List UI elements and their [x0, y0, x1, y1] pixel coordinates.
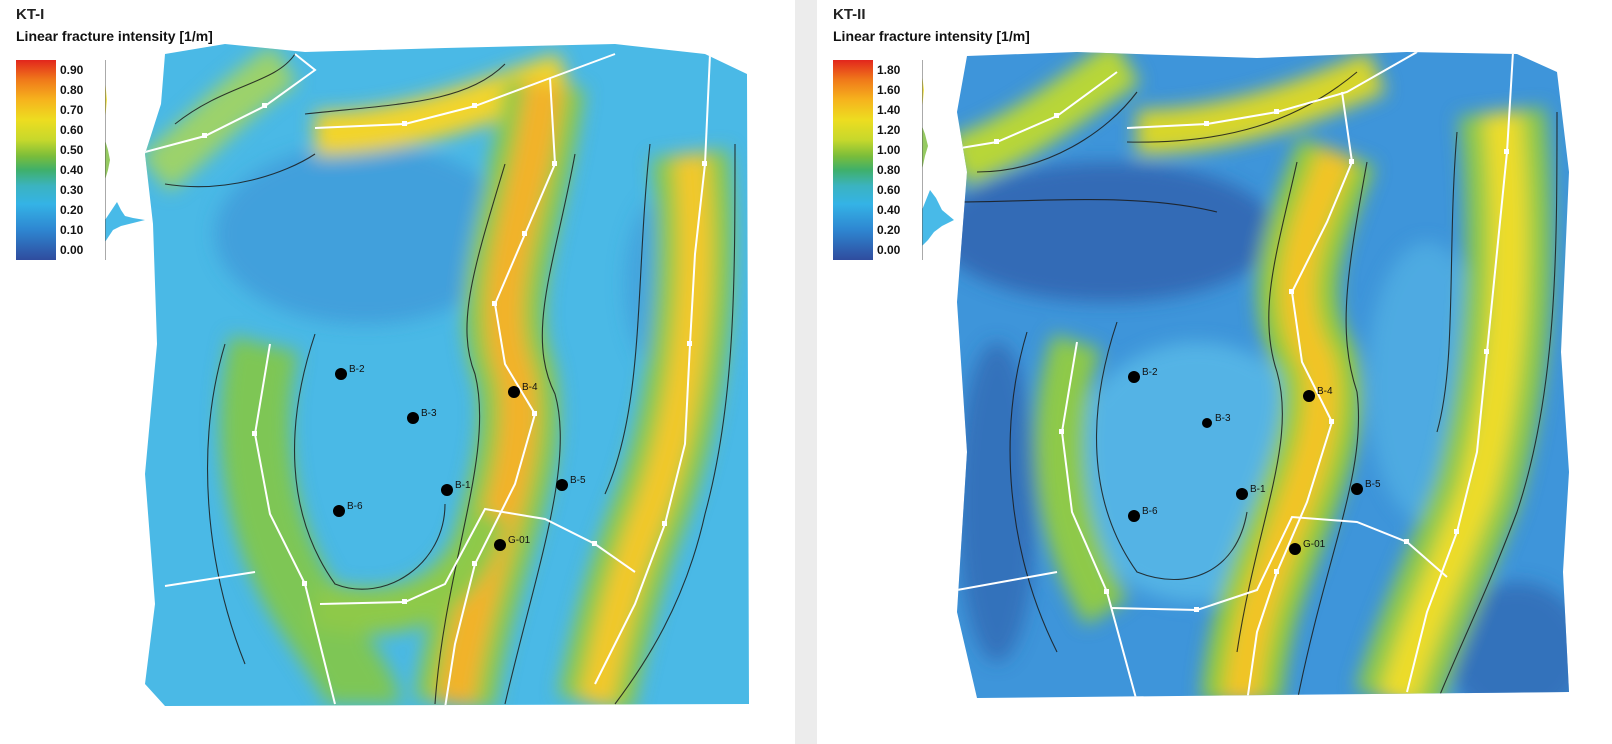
map-panel-kt-ii: KT-II Linear fracture intensity [1/m] 1.… [817, 0, 1612, 744]
color-scale-bar [833, 60, 873, 260]
well-label: B-1 [455, 480, 471, 491]
panel-subtitle: Linear fracture intensity [1/m] [16, 28, 213, 44]
scale-tick: 0.60 [60, 123, 84, 137]
well-label: B-1 [1250, 484, 1266, 495]
scale-tick: 0.70 [60, 103, 84, 117]
well-label: B-6 [1142, 506, 1158, 517]
well-marker [407, 412, 419, 424]
panel-title: KT-II [833, 6, 866, 23]
panel-subtitle: Linear fracture intensity [1/m] [833, 28, 1030, 44]
well-label: B-5 [1365, 479, 1381, 490]
map-panel-kt-i: KT-I Linear fracture intensity [1/m] 0.9… [0, 0, 795, 744]
well-markers: B-2 B-3 B-4 B-1 B-5 B-6 G-01 [333, 364, 586, 551]
well-label: G-01 [1303, 539, 1326, 550]
scale-tick: 0.80 [60, 83, 84, 97]
value-histogram [922, 60, 954, 260]
scale-tick: 1.00 [877, 143, 901, 157]
well-marker [556, 479, 568, 491]
well-label: B-2 [1142, 367, 1158, 378]
scale-tick: 0.40 [877, 203, 901, 217]
scale-tick: 0.90 [60, 63, 84, 77]
scale-tick: 0.30 [60, 183, 84, 197]
scale-tick: 0.50 [60, 143, 84, 157]
well-marker [1289, 543, 1301, 555]
scale-tick: 0.40 [60, 163, 84, 177]
well-label: B-2 [349, 364, 365, 375]
well-marker [508, 386, 520, 398]
well-label: B-4 [1317, 386, 1333, 397]
scale-tick: 0.00 [60, 243, 84, 257]
well-label: G-01 [508, 535, 531, 546]
well-markers: B-2 B-3 B-4 B-1 B-5 B-6 G-01 [1128, 367, 1381, 555]
well-marker [494, 539, 506, 551]
color-scale-ticks: 0.90 0.80 0.70 0.60 0.50 0.40 0.30 0.20 … [60, 60, 100, 260]
well-label: B-3 [421, 408, 437, 419]
well-marker [335, 368, 347, 380]
well-marker [1202, 418, 1212, 428]
well-label: B-5 [570, 475, 586, 486]
color-scale-ticks: 1.80 1.60 1.40 1.20 1.00 0.80 0.60 0.40 … [877, 60, 917, 260]
well-label: B-4 [522, 382, 538, 393]
scale-tick: 0.60 [877, 183, 901, 197]
color-scale-bar [16, 60, 56, 260]
well-marker [333, 505, 345, 517]
scale-tick: 0.20 [60, 203, 84, 217]
well-marker [1236, 488, 1248, 500]
value-histogram [105, 60, 145, 260]
scale-tick: 0.80 [877, 163, 901, 177]
panel-title: KT-I [16, 6, 45, 23]
well-marker [1128, 510, 1140, 522]
well-marker [441, 484, 453, 496]
fracture-intensity-map: B-2 B-3 B-4 B-1 B-5 B-6 G-01 [145, 44, 749, 706]
well-marker [1128, 371, 1140, 383]
well-marker [1351, 483, 1363, 495]
well-label: B-6 [347, 501, 363, 512]
scale-tick: 0.20 [877, 223, 901, 237]
scale-tick: 1.60 [877, 83, 901, 97]
scale-tick: 1.40 [877, 103, 901, 117]
scale-tick: 1.20 [877, 123, 901, 137]
well-label: B-3 [1215, 413, 1231, 424]
scale-tick: 1.80 [877, 63, 901, 77]
well-marker [1303, 390, 1315, 402]
fracture-intensity-map: B-2 B-3 B-4 B-1 B-5 B-6 G-01 [957, 52, 1569, 698]
scale-tick: 0.10 [60, 223, 84, 237]
scale-tick: 0.00 [877, 243, 901, 257]
